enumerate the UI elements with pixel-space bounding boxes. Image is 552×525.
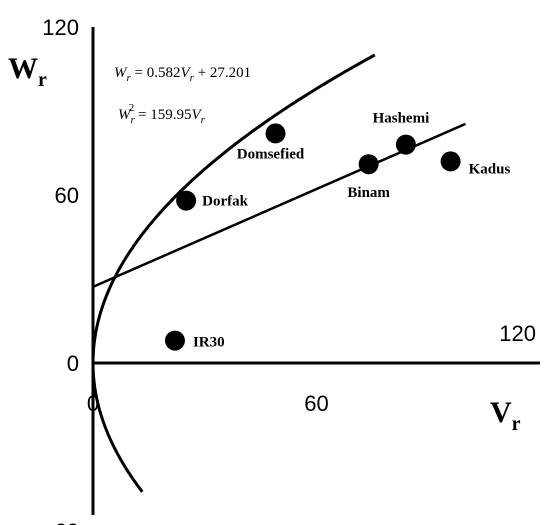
x-tick-label: 120	[499, 321, 536, 346]
data-point-binam	[358, 154, 379, 175]
tick-labels: -60060120060120	[42, 15, 536, 525]
linear-equation: Wr = 0.582Vr + 27.201	[114, 65, 251, 84]
data-point-dorfak	[176, 190, 197, 211]
data-point-ir30	[164, 330, 185, 351]
point-label-dorfak: Dorfak	[202, 194, 248, 210]
point-label-ir30: IR30	[193, 335, 225, 351]
point-label-binam: Binam	[347, 185, 390, 201]
x-tick-label: 60	[304, 391, 328, 416]
data-points: Dorfak Domsefied Binam Hashemi Kadus IR30	[164, 111, 511, 351]
axes	[91, 27, 540, 515]
y-tick-label: 0	[67, 351, 79, 376]
x-axis-label: Vr	[490, 396, 521, 435]
y-tick-label: -60	[47, 519, 79, 525]
parabola-fit-line	[91, 53, 376, 493]
parabola-equation: Wr2 = 159.95Vr	[118, 102, 206, 126]
data-point-domsefied	[265, 123, 286, 144]
y-tick-label: 60	[55, 183, 79, 208]
point-label-kadus: Kadus	[469, 161, 511, 177]
y-tick-label: 120	[42, 15, 79, 40]
point-label-hashemi: Hashemi	[373, 111, 430, 127]
data-point-hashemi	[395, 134, 416, 155]
y-axis-label: Wr	[8, 52, 47, 91]
point-label-domsefied: Domsefied	[237, 146, 305, 162]
data-point-kadus	[440, 151, 461, 172]
